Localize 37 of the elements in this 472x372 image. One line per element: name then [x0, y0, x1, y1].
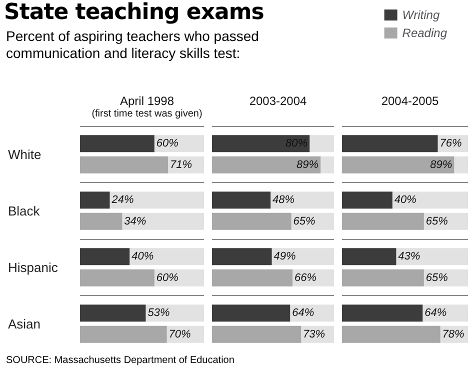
data-label: 43%	[398, 250, 420, 263]
y-tick-label: Hispanic	[8, 260, 58, 275]
data-label: 48%	[272, 194, 295, 206]
data-label: 64%	[292, 307, 314, 320]
legend-label: Reading	[402, 26, 448, 40]
data-label: 65%	[426, 272, 448, 284]
y-tick-label: White	[8, 146, 42, 162]
source-note: SOURCE: Massachusetts Department of Education	[6, 355, 234, 366]
data-label: 65%	[426, 215, 448, 228]
data-label: 49%	[274, 250, 296, 263]
chart-title: 2004-2005	[381, 94, 440, 108]
bar	[80, 192, 110, 209]
data-label: 65%	[293, 215, 316, 228]
data-label: 76%	[440, 138, 462, 150]
data-label: 60%	[156, 272, 179, 284]
data-label: 40%	[132, 250, 154, 263]
data-label: 60%	[156, 138, 179, 150]
chart-subtitle: (first time test was given)	[92, 108, 202, 120]
data-label: 71%	[170, 158, 192, 171]
data-label: 40%	[394, 194, 417, 206]
legend-label: Writing	[402, 8, 440, 22]
data-label: 73%	[303, 328, 326, 340]
data-label: 53%	[148, 307, 170, 320]
data-label: 64%	[424, 307, 447, 320]
data-label: 89%	[296, 158, 319, 171]
y-tick-label: Black	[8, 203, 40, 218]
data-label: 66%	[294, 272, 317, 284]
data-label: 24%	[110, 194, 134, 206]
chart-title: 2003-2004	[249, 94, 308, 108]
y-tick-label: Asian	[8, 316, 41, 332]
data-label: 78%	[442, 328, 465, 340]
data-label: 34%	[124, 215, 146, 228]
data-label: 89%	[430, 158, 452, 171]
text: State teaching exams	[4, 0, 264, 25]
text: Percent of aspiring teachers who passed communication and literacy skills test:	[6, 28, 260, 62]
data-label: 70%	[168, 328, 192, 340]
chart-title: April 1998	[120, 94, 174, 108]
